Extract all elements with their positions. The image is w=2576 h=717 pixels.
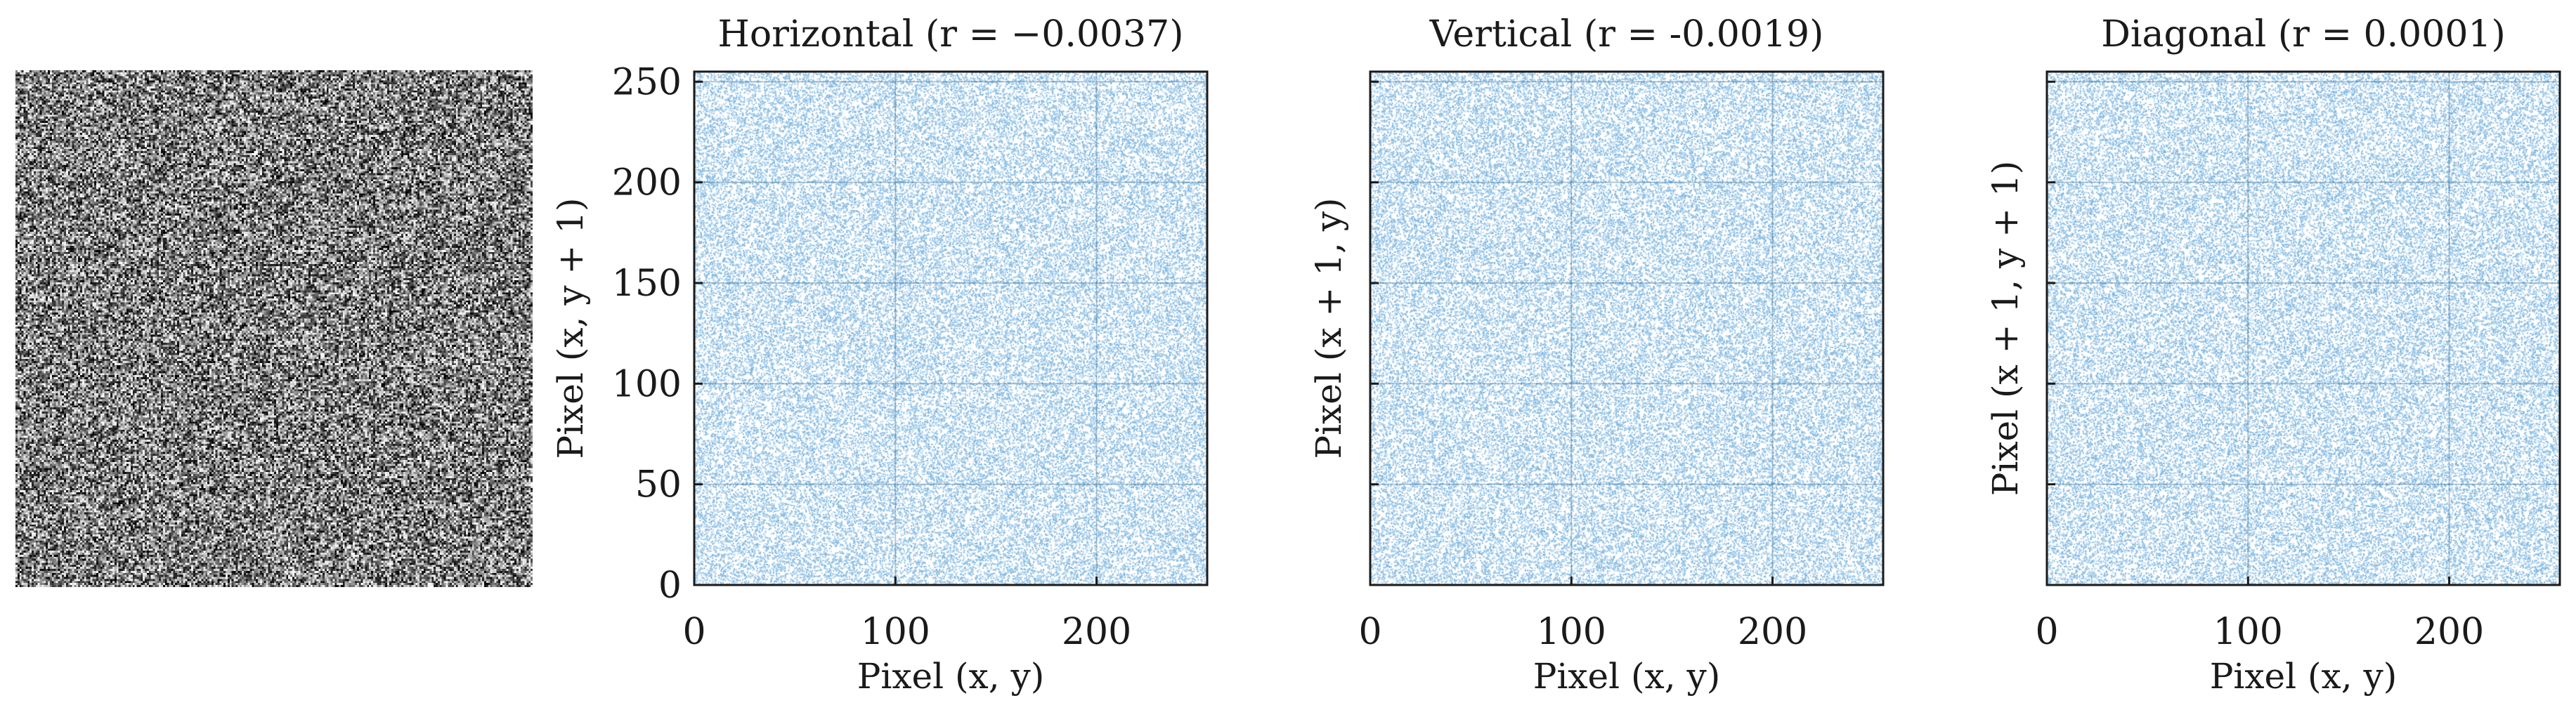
x-tick-label-2: 200 bbox=[1738, 611, 1807, 653]
y-tick-label-2: 100 bbox=[612, 363, 682, 405]
horizontal-x-axis-label: Pixel (x, y) bbox=[857, 656, 1045, 697]
vertical-correlation-panel: 0 100 200 Vertical (r = -0.0019) Pixel (x,… bbox=[1308, 13, 1885, 697]
diagonal-y-axis-label: Pixel (x + 1, y + 1) bbox=[1985, 161, 2026, 496]
vertical-y-axis-label: Pixel (x + 1, y) bbox=[1308, 197, 1349, 459]
vertical-scatter-points bbox=[1370, 72, 1883, 585]
diagonal-ticks: 0 100 200 bbox=[2035, 80, 2484, 653]
y-tick-label-0: 0 bbox=[658, 565, 682, 607]
vertical-ticks: 0 100 200 bbox=[1358, 80, 1807, 653]
x-tick-label-0: 0 bbox=[1358, 611, 1381, 653]
diagonal-grid bbox=[2047, 72, 2560, 585]
horizontal-grid bbox=[694, 72, 1207, 585]
x-tick-label-0: 0 bbox=[2035, 611, 2058, 653]
vertical-grid bbox=[1370, 72, 1883, 585]
x-tick-label-1: 100 bbox=[1537, 611, 1606, 653]
diagonal-x-axis-label: Pixel (x, y) bbox=[2210, 656, 2398, 697]
diagonal-title: Diagonal (r = 0.0001) bbox=[2101, 13, 2506, 55]
x-tick-label-0: 0 bbox=[682, 611, 705, 653]
x-tick-label-1: 100 bbox=[2213, 611, 2283, 653]
y-tick-label-1: 50 bbox=[635, 464, 682, 506]
horizontal-plot-frame bbox=[693, 70, 1209, 586]
diagonal-scatter-points bbox=[2047, 72, 2560, 585]
x-tick-label-2: 200 bbox=[1062, 611, 1131, 653]
horizontal-y-axis-label: Pixel (x, y + 1) bbox=[550, 197, 591, 459]
diagonal-correlation-panel: 0 100 200 Diagonal (r = 0.0001) Pixel (x, … bbox=[1985, 13, 2561, 697]
x-tick-label-1: 100 bbox=[861, 611, 930, 653]
y-tick-label-4: 200 bbox=[612, 162, 682, 204]
diagonal-plot-frame bbox=[2045, 70, 2561, 586]
vertical-x-axis-label: Pixel (x, y) bbox=[1533, 656, 1721, 697]
horizontal-title: Horizontal (r = −0.0037) bbox=[718, 13, 1184, 55]
y-tick-label-5: 250 bbox=[612, 61, 682, 103]
horizontal-ticks: 0 100 200 0 50 100 150 200 250 bbox=[612, 61, 1131, 653]
vertical-title: Vertical (r = -0.0019) bbox=[1429, 13, 1824, 55]
x-tick-label-2: 200 bbox=[2414, 611, 2484, 653]
vertical-plot-frame bbox=[1369, 70, 1885, 586]
encrypted-noise-image bbox=[15, 70, 533, 587]
horizontal-scatter-points bbox=[694, 72, 1207, 585]
horizontal-correlation-panel: 0 100 200 0 50 100 150 200 250 Horizontal (r = −… bbox=[550, 13, 1209, 697]
y-tick-label-3: 150 bbox=[612, 263, 682, 305]
